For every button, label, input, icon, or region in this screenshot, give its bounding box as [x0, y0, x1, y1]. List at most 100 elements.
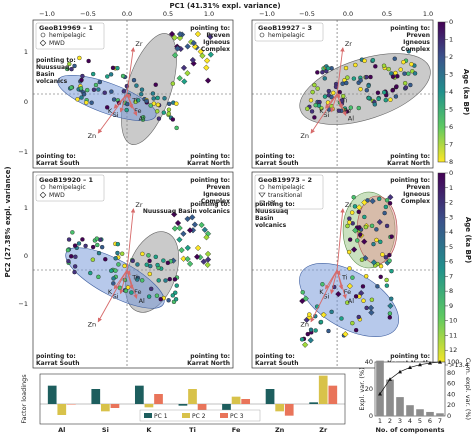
colorbar-tick-label: 7	[449, 141, 453, 149]
note-preven-line: Preven	[406, 184, 430, 191]
colorbar-tick-label: 4	[449, 228, 453, 236]
data-point-diamond	[171, 211, 178, 218]
data-point	[121, 89, 127, 94]
panel-title: GeoB19969 – 1	[39, 24, 94, 32]
data-point	[402, 71, 407, 76]
colorbar-tick-label: 8	[449, 287, 453, 295]
data-point-diamond	[171, 225, 179, 232]
data-point	[139, 87, 145, 92]
data-point-diamond	[184, 70, 191, 77]
data-point	[347, 220, 352, 225]
loading-label-si: Si	[113, 111, 119, 119]
data-point	[72, 269, 77, 275]
data-point	[73, 254, 78, 260]
data-point	[382, 210, 387, 216]
note-preven-line: Preven	[206, 32, 230, 39]
data-point	[93, 82, 99, 88]
data-point	[369, 297, 375, 302]
colorbar-tick-label: 3	[449, 213, 453, 221]
data-point	[170, 293, 175, 298]
data-point	[85, 87, 90, 93]
data-point-diamond	[176, 236, 183, 243]
loading-arrow-si	[330, 93, 338, 113]
cumulative-point	[428, 361, 432, 365]
colorbar-tick-label: 6	[449, 258, 453, 266]
data-point	[131, 77, 137, 83]
note-karrat-south-line: Karrat South	[255, 160, 298, 167]
data-point	[364, 274, 369, 279]
legend-label: hemipelagic	[268, 32, 305, 39]
data-point	[352, 204, 358, 209]
data-point	[374, 237, 379, 243]
scree-x-label: No. of components	[375, 426, 444, 434]
data-point	[67, 61, 72, 67]
data-point	[113, 256, 118, 261]
data-point	[371, 241, 376, 247]
colorbar-tick-label: >13.4	[449, 361, 469, 369]
data-point-diamond	[361, 238, 368, 245]
data-point	[72, 63, 77, 69]
colorbar-bottom-gradient	[437, 172, 446, 366]
loadings-legend-label: PC 2	[192, 413, 206, 420]
note-nuussuaq-line: Nuussuaq	[255, 208, 288, 215]
loading-label-k: K	[108, 107, 113, 115]
note-karrat-south-line: pointing to:	[36, 153, 76, 160]
pc1-tick: −1.0	[39, 10, 55, 18]
data-point-diamond	[204, 256, 212, 263]
loading-arrow-zr	[336, 47, 345, 95]
legend-marker-triangle	[258, 192, 266, 198]
data-point	[307, 312, 312, 317]
data-point-diamond	[356, 204, 363, 211]
loading-bar-al-pc3	[67, 404, 76, 405]
data-point-diamond	[204, 261, 211, 268]
data-point	[326, 328, 331, 334]
data-point	[360, 284, 366, 289]
data-point	[389, 268, 394, 274]
data-point-diamond	[190, 39, 197, 47]
data-point	[389, 296, 394, 301]
loading-bar-zr-pc2	[318, 375, 328, 404]
data-point	[390, 88, 395, 93]
data-point	[308, 327, 314, 332]
loading-bar-zr-pc1	[309, 402, 318, 404]
data-point-diamond	[176, 75, 183, 82]
data-point	[83, 243, 88, 249]
data-point	[305, 331, 310, 337]
data-point	[72, 264, 78, 269]
data-point	[398, 67, 403, 72]
data-point	[117, 285, 123, 291]
legend-marker-square	[259, 200, 265, 206]
data-point	[345, 300, 350, 305]
data-point	[386, 66, 391, 72]
pc2-tick: 0	[24, 98, 28, 106]
note-karrat-south: pointing to:Karrat South	[255, 153, 298, 167]
data-point	[75, 97, 80, 102]
data-point	[135, 277, 140, 282]
data-point	[389, 234, 394, 239]
note-karrat-south-line: pointing to:	[255, 353, 295, 360]
loading-bar-k-pc1	[134, 385, 144, 404]
data-point	[387, 315, 392, 320]
data-point	[134, 83, 139, 88]
data-point-diamond	[207, 33, 214, 40]
note-nuussuaq-line: pointing to:	[255, 201, 295, 208]
data-point	[156, 278, 161, 283]
loading-bar-k-pc2	[144, 404, 154, 408]
data-point	[115, 65, 120, 71]
data-point	[365, 198, 370, 203]
loading-bar-ti-pc3	[197, 404, 207, 415]
data-point	[312, 115, 317, 120]
note-preven-line: Preven	[206, 184, 230, 191]
data-point-diamond	[174, 45, 181, 52]
data-point-diamond	[186, 227, 194, 234]
loadings-category-label: Zr	[319, 426, 328, 434]
data-point	[165, 260, 171, 266]
data-point	[364, 74, 369, 80]
legend-box	[254, 22, 324, 42]
data-point	[155, 95, 160, 101]
loadings-category-label: Fe	[232, 426, 241, 434]
